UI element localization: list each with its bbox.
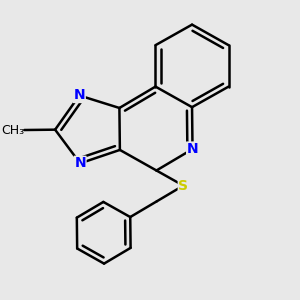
Text: S: S: [178, 178, 188, 193]
Text: N: N: [187, 142, 198, 156]
Text: N: N: [74, 88, 85, 103]
Text: CH₃: CH₃: [1, 124, 24, 136]
Text: N: N: [74, 156, 86, 170]
